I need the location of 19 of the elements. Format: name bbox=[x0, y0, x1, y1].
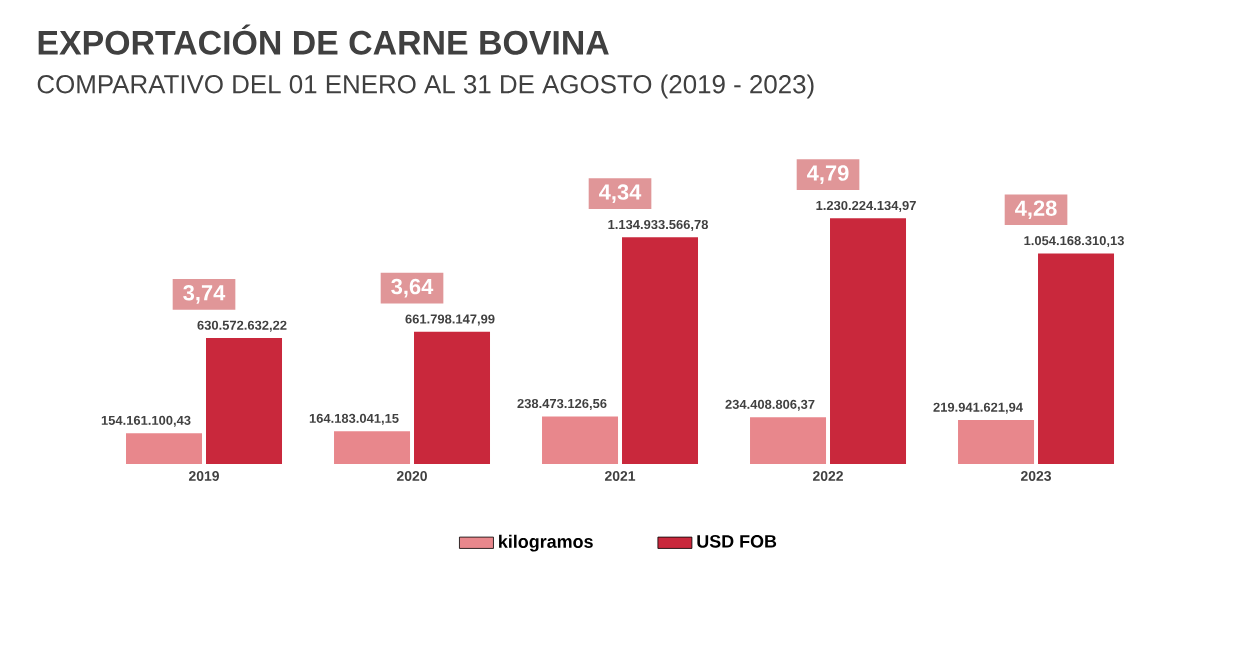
bar bbox=[958, 420, 1035, 464]
annotation: 3,64 bbox=[391, 278, 434, 298]
annotation: 4,28 bbox=[1015, 200, 1057, 220]
bar bbox=[126, 433, 203, 464]
legend-label: USD FOB bbox=[697, 534, 777, 548]
annotation: 3,74 bbox=[183, 285, 226, 304]
bar bbox=[334, 431, 411, 464]
bar bbox=[1038, 253, 1115, 464]
chart-subtitle: COMPARATIVO DEL 01 ENERO AL 31 DE AGOSTO (2019 - 2023) bbox=[37, 74, 814, 99]
text: 4,79 bbox=[807, 165, 849, 184]
bar bbox=[542, 416, 619, 464]
bar bbox=[750, 417, 827, 464]
legend-label: kilogramos bbox=[499, 534, 593, 552]
bar bbox=[622, 237, 699, 464]
bar bbox=[830, 218, 907, 464]
text: 4,34 bbox=[599, 184, 642, 203]
bar bbox=[414, 331, 491, 464]
bar bbox=[206, 338, 283, 464]
chart-title: EXPORTACIÓN DE CARNE BOVINA bbox=[38, 24, 609, 55]
